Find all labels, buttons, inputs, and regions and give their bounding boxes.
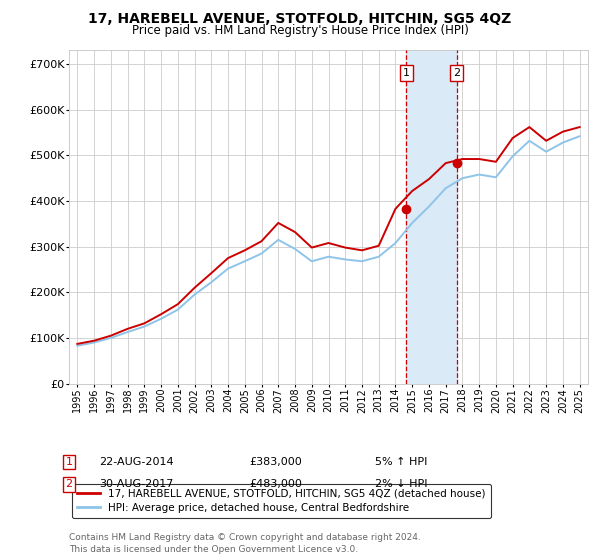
Text: 2: 2 (453, 68, 460, 78)
Text: 30-AUG-2017: 30-AUG-2017 (99, 479, 173, 489)
Text: 2% ↓ HPI: 2% ↓ HPI (375, 479, 427, 489)
Bar (406, 50, 457, 384)
Text: £383,000: £383,000 (249, 457, 302, 467)
Text: £483,000: £483,000 (249, 479, 302, 489)
Text: 2: 2 (65, 479, 73, 489)
Text: Price paid vs. HM Land Registry's House Price Index (HPI): Price paid vs. HM Land Registry's House … (131, 24, 469, 37)
Legend: 17, HAREBELL AVENUE, STOTFOLD, HITCHIN, SG5 4QZ (detached house), HPI: Average p: 17, HAREBELL AVENUE, STOTFOLD, HITCHIN, … (71, 484, 491, 519)
Text: 1: 1 (403, 68, 410, 78)
Text: 17, HAREBELL AVENUE, STOTFOLD, HITCHIN, SG5 4QZ: 17, HAREBELL AVENUE, STOTFOLD, HITCHIN, … (88, 12, 512, 26)
Text: Contains HM Land Registry data © Crown copyright and database right 2024.
This d: Contains HM Land Registry data © Crown c… (69, 533, 421, 554)
Text: 1: 1 (65, 457, 73, 467)
Text: 5% ↑ HPI: 5% ↑ HPI (375, 457, 427, 467)
Text: 22-AUG-2014: 22-AUG-2014 (99, 457, 173, 467)
